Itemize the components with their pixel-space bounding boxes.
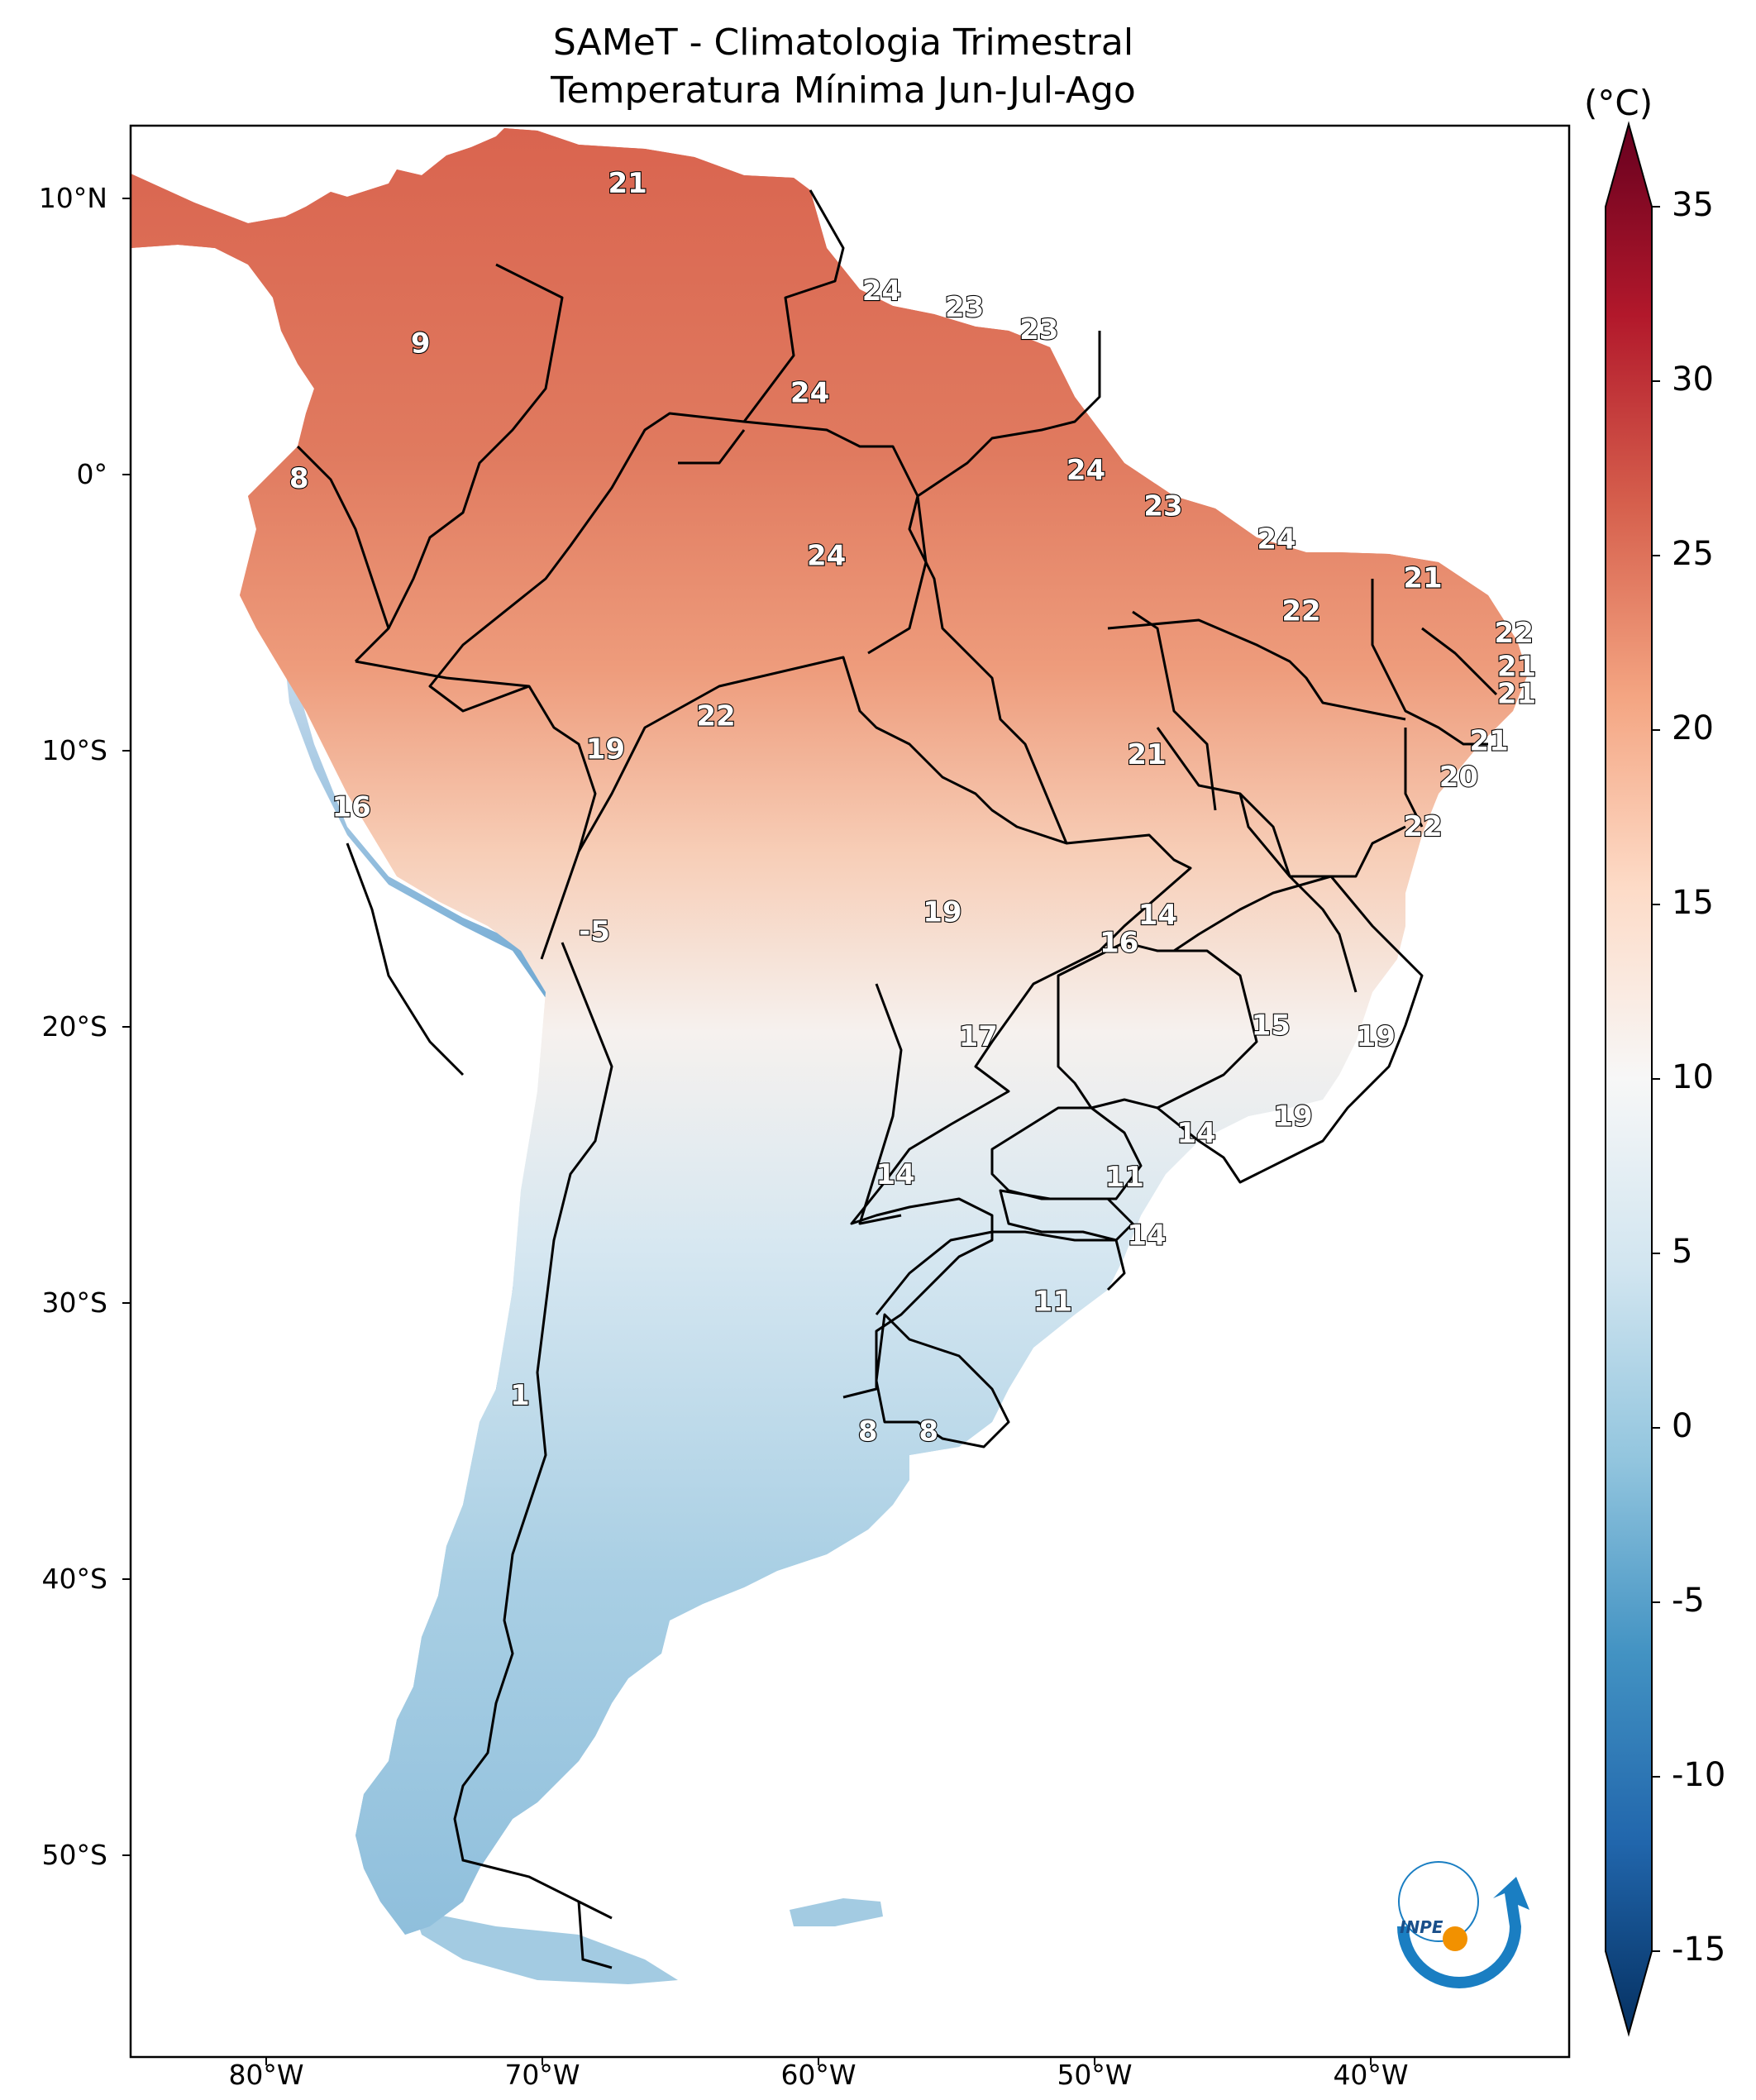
lon-tick-label: 60°W	[780, 2059, 857, 2091]
contour-label: 8	[858, 1415, 878, 1448]
contour-label: 16	[1100, 926, 1138, 959]
contour-label: 24	[1066, 454, 1105, 487]
contour-label: 21	[608, 167, 647, 200]
lon-tick-label: 50°W	[1057, 2059, 1133, 2091]
chart-title: SAMeT - Climatologia Trimestral	[552, 21, 1134, 64]
lat-ticks	[122, 198, 131, 1856]
colorbar-tick-label: 0	[1672, 1407, 1693, 1445]
contour-label: 21	[1497, 678, 1536, 711]
tdf-border	[577, 1901, 613, 1969]
contour-label: 11	[1105, 1161, 1144, 1194]
lon-tick-label: 70°W	[504, 2059, 580, 2091]
boundaries	[131, 126, 1529, 1936]
contour-label: 21	[1497, 650, 1536, 683]
falkland-islands	[790, 1898, 883, 1926]
logo-orbit-icon	[1398, 1861, 1479, 1942]
tierra-del-fuego	[413, 1910, 678, 1984]
lon-tick-label: 40°W	[1333, 2059, 1409, 2091]
contour-label: 20	[1439, 761, 1478, 794]
lat-tick-label: 30°S	[41, 1286, 107, 1319]
lat-tick-label: 10°N	[38, 182, 107, 214]
colorbar-tick-label: 10	[1672, 1058, 1714, 1096]
contour-label: 16	[332, 791, 371, 824]
lon-tick-label: 80°W	[228, 2059, 304, 2091]
colorbar-tick-label: -5	[1672, 1582, 1705, 1620]
contour-label: 19	[586, 733, 625, 766]
colorbar-tick-label: 30	[1672, 360, 1714, 399]
contour-label: 22	[1403, 810, 1442, 843]
contour-label: 24	[862, 274, 901, 308]
map-area	[131, 126, 1529, 1984]
colorbar-tick-label: 15	[1672, 884, 1714, 922]
contour-label: 19	[923, 896, 962, 929]
contour-label: 22	[1281, 595, 1320, 628]
contour-label: 24	[1257, 523, 1296, 556]
lon-ticks	[265, 2057, 1372, 2065]
colorbar-tick-label: -15	[1672, 1931, 1726, 1969]
contour-label: 21	[1403, 561, 1442, 594]
contour-label: 11	[1033, 1286, 1072, 1319]
lat-tick-label: 40°S	[41, 1563, 107, 1595]
inpe-logo: INPE	[1397, 1861, 1529, 1988]
lat-tick-label: 0°	[76, 458, 108, 490]
logo-swoosh-icon	[1397, 1926, 1521, 1988]
contour-label: 22	[1495, 617, 1534, 650]
contour-label: 24	[807, 540, 846, 573]
contour-label: 14	[1138, 899, 1177, 932]
contour-label: 8	[919, 1415, 938, 1448]
logo-text: INPE	[1400, 1917, 1443, 1937]
lat-tick-label: 50°S	[41, 1839, 107, 1871]
lat-tick-label: 10°S	[41, 734, 107, 766]
contour-label: 19	[1357, 1020, 1396, 1053]
contour-label: 14	[1127, 1219, 1166, 1252]
chart-subtitle: Temperatura Mínima Jun-Jul-Ago	[551, 69, 1136, 112]
chile-argentina-border	[453, 942, 613, 1920]
lat-tick-label: 20°S	[41, 1010, 107, 1043]
contour-label: -5	[579, 915, 610, 948]
contour-label: 21	[1127, 738, 1166, 771]
contour-label: 17	[959, 1020, 998, 1053]
contour-label: 1	[510, 1379, 530, 1412]
contour-label: 15	[1252, 1009, 1291, 1043]
logo-sun-icon	[1443, 1926, 1467, 1951]
colorbar-unit: (°C)	[1584, 83, 1653, 123]
colorbar-tick-label: 5	[1672, 1233, 1693, 1271]
contour-label: 23	[945, 291, 984, 324]
contour-label: 9	[411, 327, 431, 360]
contour-label: 24	[790, 377, 829, 410]
colorbar-tick-label: 25	[1672, 535, 1714, 573]
colorbar-body	[1606, 124, 1652, 2034]
map-frame	[129, 124, 1571, 2059]
contour-label: 19	[1273, 1100, 1312, 1134]
logo-arrow-icon	[1493, 1877, 1529, 1926]
colorbar-tick-label: 35	[1672, 186, 1714, 224]
contour-label: 8	[289, 462, 309, 495]
colorbar	[1605, 121, 1660, 2037]
contour-label: 14	[876, 1158, 914, 1191]
contour-label: 21	[1469, 724, 1508, 757]
colorbar-tick-label: 20	[1672, 709, 1714, 747]
contour-label: 14	[1176, 1117, 1215, 1150]
contour-label: 23	[1143, 490, 1182, 523]
contour-label: 23	[1019, 313, 1058, 346]
contour-label: 22	[696, 699, 735, 733]
colorbar-tick-label: -10	[1672, 1756, 1726, 1794]
